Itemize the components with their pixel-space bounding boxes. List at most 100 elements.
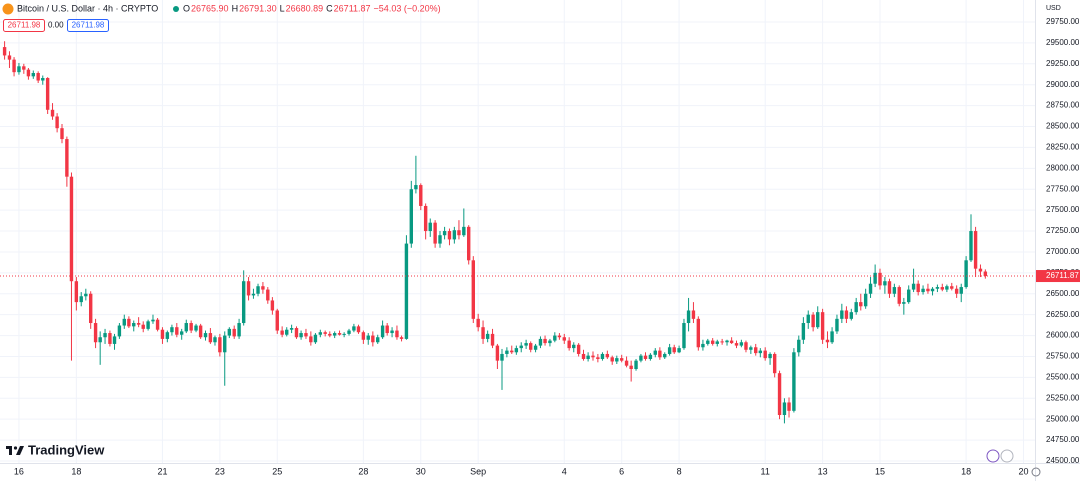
candle-body bbox=[677, 348, 681, 353]
candle-body bbox=[576, 344, 581, 354]
legend-value: 26765.90 bbox=[191, 3, 229, 13]
candle-body bbox=[806, 314, 810, 324]
candle-body bbox=[921, 288, 925, 293]
candle-body bbox=[830, 331, 834, 343]
candle-body bbox=[978, 268, 983, 272]
candle-body bbox=[816, 312, 820, 328]
candle-body bbox=[184, 323, 188, 332]
candle-body bbox=[332, 333, 337, 336]
candle-body bbox=[672, 347, 676, 353]
candle-body bbox=[476, 318, 480, 328]
candle-body bbox=[160, 329, 165, 339]
y-tick-label: 27250.00 bbox=[1046, 226, 1080, 235]
candle-body bbox=[610, 357, 614, 362]
y-tick-label: 24750.00 bbox=[1046, 435, 1080, 444]
y-tick-label: 29250.00 bbox=[1046, 59, 1080, 68]
candle-body bbox=[643, 355, 648, 359]
x-tick-label: 8 bbox=[677, 466, 682, 476]
candle-body bbox=[639, 355, 643, 361]
candle-body bbox=[529, 343, 533, 350]
x-tick-label: 25 bbox=[272, 466, 282, 476]
y-tick-label: 25000.00 bbox=[1046, 414, 1080, 423]
candle-body bbox=[835, 318, 839, 332]
candle-body bbox=[117, 325, 122, 337]
candle-body bbox=[390, 330, 394, 334]
candle-body bbox=[586, 355, 590, 359]
candle-body bbox=[328, 333, 332, 336]
candle-body bbox=[763, 350, 767, 359]
bid-box[interactable] bbox=[3, 19, 45, 32]
candle-body bbox=[739, 342, 744, 346]
candle-body bbox=[596, 357, 600, 359]
y-tick-label: 26000.00 bbox=[1046, 331, 1080, 340]
candle-body bbox=[973, 231, 978, 269]
legend-key: O bbox=[183, 3, 190, 13]
candle-body bbox=[45, 78, 50, 110]
candle-body bbox=[840, 310, 844, 319]
x-tick-label: 20 bbox=[1019, 466, 1029, 476]
candle-body bbox=[313, 334, 318, 343]
candle-body bbox=[299, 333, 303, 338]
candle-body bbox=[175, 327, 179, 335]
candle-body bbox=[629, 365, 633, 370]
candle-body bbox=[74, 281, 79, 303]
candle-body bbox=[2, 47, 7, 56]
x-tick-label: Sep bbox=[470, 466, 486, 476]
candle-body bbox=[17, 66, 21, 73]
candle-body bbox=[294, 328, 299, 338]
candle-body bbox=[69, 176, 74, 282]
candle-body bbox=[12, 59, 16, 73]
y-tick-label: 24500.00 bbox=[1046, 456, 1080, 465]
x-tick-label: 18 bbox=[961, 466, 971, 476]
candle-body bbox=[505, 350, 509, 354]
legend-key: L bbox=[280, 3, 285, 13]
candle-body bbox=[108, 333, 112, 344]
y-tick-label: 29500.00 bbox=[1046, 38, 1080, 47]
x-tick-label: 11 bbox=[761, 466, 770, 476]
candle-body bbox=[940, 287, 944, 290]
x-tick-label: 18 bbox=[71, 466, 81, 476]
candle-body bbox=[744, 342, 748, 350]
candle-body bbox=[457, 230, 461, 236]
candle-body bbox=[792, 352, 796, 411]
candle-body bbox=[868, 283, 873, 294]
candle-body bbox=[600, 353, 605, 359]
legend-value: 26711.87 bbox=[334, 3, 371, 13]
candle-body bbox=[447, 231, 452, 240]
candle-body bbox=[194, 325, 198, 331]
ask-box[interactable] bbox=[67, 19, 109, 32]
candle-body bbox=[452, 230, 457, 240]
candle-body bbox=[768, 353, 772, 359]
candle-body bbox=[266, 289, 270, 301]
candle-body bbox=[634, 360, 638, 370]
candle-body bbox=[887, 281, 892, 294]
candle-body bbox=[261, 286, 265, 290]
candle-body bbox=[930, 288, 935, 292]
candle-body bbox=[969, 231, 973, 261]
candle-body bbox=[510, 350, 514, 353]
candle-body bbox=[820, 312, 825, 340]
candle-body bbox=[385, 325, 389, 334]
symbol-title: Bitcoin / U.S. Dollar · 4h · CRYPTO bbox=[17, 3, 158, 13]
legend-value: 26680.89 bbox=[286, 3, 324, 13]
candle-body bbox=[964, 260, 968, 288]
candle-body bbox=[624, 360, 629, 366]
event-icon[interactable] bbox=[986, 449, 1000, 463]
legend-value: 26791.30 bbox=[239, 3, 277, 13]
x-tick-label: 30 bbox=[416, 466, 426, 476]
candle-body bbox=[289, 328, 294, 330]
candle-body bbox=[907, 289, 911, 303]
flag-icon[interactable] bbox=[1000, 449, 1014, 463]
candle-body bbox=[787, 402, 791, 411]
bid-price: 26711.98 bbox=[8, 21, 41, 30]
candle-body bbox=[246, 281, 251, 296]
candle-body bbox=[481, 327, 485, 339]
candle-body bbox=[84, 293, 88, 297]
y-tick-label: 28750.00 bbox=[1046, 101, 1080, 110]
settings-icon[interactable] bbox=[1031, 467, 1041, 477]
candle-body bbox=[127, 318, 131, 327]
candle-body bbox=[619, 358, 624, 361]
candle-body bbox=[471, 260, 475, 319]
